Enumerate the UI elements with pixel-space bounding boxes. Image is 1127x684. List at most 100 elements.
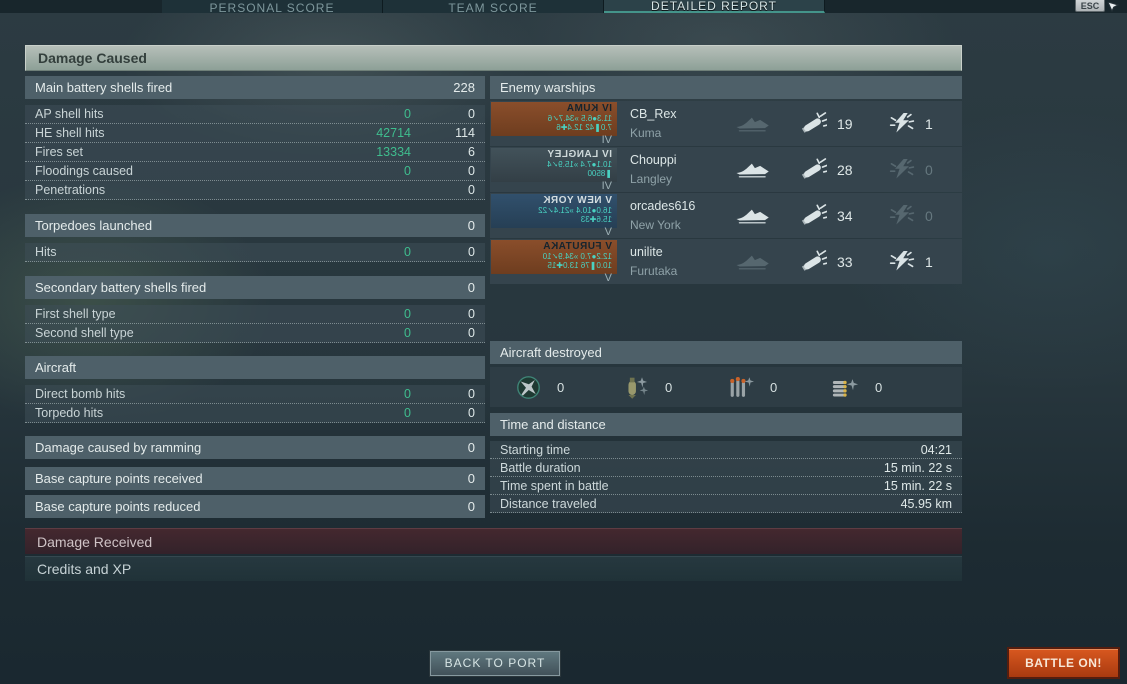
stat-header-ramming: Damage caused by ramming 0	[25, 436, 485, 459]
ship-name: Kuma	[630, 126, 662, 140]
fires-icon	[889, 204, 915, 227]
section-title: Damage Caused	[38, 50, 147, 66]
ship-name: New York	[630, 218, 681, 232]
enemy-ship-row-new-york[interactable]: V NEW YORK 16.0●10.4 »21.4✓22 15.6✚33 V …	[490, 193, 962, 238]
player-name: Chouppi	[630, 153, 677, 167]
damage-caused-stats: Main battery shells fired 228 AP shell h…	[25, 76, 485, 518]
fighters-destroyed-count: 0	[557, 379, 565, 395]
stat-row: Direct bomb hits 0 0	[25, 385, 485, 404]
fires-count: 1	[925, 115, 933, 132]
ship-sunk-icon	[735, 115, 771, 133]
stat-header-torpedoes: Torpedoes launched 0	[25, 214, 485, 237]
time-row-starting-time: Starting time 04:21	[490, 441, 962, 459]
time-row-distance-traveled: Distance traveled 45.95 km	[490, 495, 962, 513]
enemy-ship-row-kuma[interactable]: IV KUMA 11.3●6.5 »34.7✓6 7.0❚42 12.4✚6 I…	[490, 101, 962, 146]
aircraft-rows: Direct bomb hits 0 0 Torpedo hits 0 0	[25, 385, 485, 423]
ship-sunk-icon	[735, 207, 771, 225]
ship-name: Furutaka	[630, 264, 678, 278]
aircraft-destroyed-torpedo-bombers: 0	[726, 375, 831, 400]
enemy-ship-row-langley[interactable]: IV LANGLEY 10.1●7.4 »15.9✓4 ❚8500 IV Cho…	[490, 147, 962, 192]
stat-row: Second shell type 0 0	[25, 324, 485, 343]
tab-team-score[interactable]: TEAM SCORE	[383, 0, 604, 13]
time-distance-header: Time and distance	[490, 413, 962, 436]
tab-bar: PERSONAL SCORE TEAM SCORE DETAILED REPOR…	[162, 0, 825, 13]
shell-hits-icon	[801, 158, 827, 181]
tab-personal-score[interactable]: PERSONAL SCORE	[162, 0, 383, 13]
fires-icon	[889, 250, 915, 273]
fires-count: 0	[925, 207, 933, 224]
ship-card: IV KUMA 11.3●6.5 »34.7✓6 7.0❚42 12.4✚6 I…	[490, 101, 618, 146]
aircraft-destroyed-attack-aircraft: 0	[831, 375, 936, 400]
enemy-ship-row-furutaka[interactable]: V FURUTAKA 12.2●7.0 »34.9✓10 10.0❚76 13.…	[490, 239, 962, 284]
attack-aircraft-destroyed-count: 0	[875, 379, 883, 395]
main-battery-rows: AP shell hits 0 0 HE shell hits 42714 114 Fi…	[25, 105, 485, 200]
ship-card-image: V NEW YORK 16.0●10.4 »21.4✓22 15.6✚33	[491, 194, 617, 228]
ship-sunk-icon	[735, 161, 771, 179]
stat-row: HE shell hits 42714 114	[25, 124, 485, 143]
stat-header-secondary-battery: Secondary battery shells fired 0	[25, 276, 485, 299]
ship-card: V FURUTAKA 12.2●7.0 »34.9✓10 10.0❚76 13.…	[490, 239, 618, 284]
stat-header-aircraft: Aircraft	[25, 356, 485, 379]
ship-tier: IV	[601, 134, 612, 146]
mouse-cursor-icon	[1107, 2, 1119, 14]
shell-hits-count: 19	[837, 115, 853, 132]
ship-card-image: IV KUMA 11.3●6.5 »34.7✓6 7.0❚42 12.4✚6	[491, 102, 617, 136]
time-row-time-in-battle: Time spent in battle 15 min. 22 s	[490, 477, 962, 495]
stat-row: Fires set 13334 6	[25, 143, 485, 162]
shell-hits-count: 28	[837, 161, 853, 178]
ship-tier: IV	[601, 180, 612, 192]
fires-count: 1	[925, 253, 933, 270]
torpedo-bomber-icon	[726, 375, 754, 400]
aircraft-destroyed-row: 0 0 0 0	[490, 367, 962, 407]
attack-aircraft-icon	[831, 375, 859, 400]
dive-bomber-icon	[621, 375, 649, 400]
secondary-battery-rows: First shell type 0 0 Second shell type 0 0	[25, 305, 485, 343]
tab-detailed-report[interactable]: DETAILED REPORT	[604, 0, 825, 13]
ship-sunk-icon	[735, 253, 771, 271]
section-damage-caused[interactable]: Damage Caused	[25, 45, 962, 71]
stat-row: Floodings caused 0 0	[25, 162, 485, 181]
ship-tier: V	[604, 272, 612, 284]
player-name: CB_Rex	[630, 107, 677, 121]
shell-hits-icon	[801, 112, 827, 135]
ship-card: V NEW YORK 16.0●10.4 »21.4✓22 15.6✚33 V	[490, 193, 618, 238]
battle-on-button[interactable]: BATTLE ON!	[1007, 647, 1120, 679]
ship-name: Langley	[630, 172, 673, 186]
stat-header-capture-received: Base capture points received 0	[25, 467, 485, 490]
stat-row: Penetrations 0	[25, 181, 485, 200]
player-name: unilite	[630, 245, 663, 259]
shell-hits-icon	[801, 250, 827, 273]
enemy-warships-panel: Enemy warships IV KUMA 11.3●6.5 »34.7✓6 …	[490, 76, 962, 513]
torpedoes-rows: Hits 0 0	[25, 243, 485, 262]
shell-hits-icon	[801, 204, 827, 227]
aircraft-destroyed-dive-bombers: 0	[621, 375, 726, 400]
fighter-icon	[516, 375, 541, 400]
ship-tier: V	[604, 226, 612, 238]
time-row-battle-duration: Battle duration 15 min. 22 s	[490, 459, 962, 477]
aircraft-destroyed-fighters: 0	[516, 375, 621, 400]
back-to-port-button[interactable]: BACK TO PORT	[429, 650, 561, 677]
aircraft-destroyed-header: Aircraft destroyed	[490, 341, 962, 364]
esc-key[interactable]: ESC	[1075, 0, 1105, 12]
stat-row: First shell type 0 0	[25, 305, 485, 324]
stat-header-main-battery: Main battery shells fired 228	[25, 76, 485, 99]
stat-header-capture-reduced: Base capture points reduced 0	[25, 495, 485, 518]
stat-row: Torpedo hits 0 0	[25, 404, 485, 423]
fires-icon	[889, 112, 915, 135]
dive-bombers-destroyed-count: 0	[665, 379, 673, 395]
section-damage-received[interactable]: Damage Received	[25, 528, 962, 554]
ship-card-image: V FURUTAKA 12.2●7.0 »34.9✓10 10.0❚76 13.…	[491, 240, 617, 274]
enemy-ship-list: IV KUMA 11.3●6.5 »34.7✓6 7.0❚42 12.4✚6 I…	[490, 101, 962, 284]
shell-hits-count: 33	[837, 253, 853, 270]
player-name: orcades616	[630, 199, 696, 213]
stat-row: Hits 0 0	[25, 243, 485, 262]
enemy-warships-header: Enemy warships	[490, 76, 962, 99]
stat-row: AP shell hits 0 0	[25, 105, 485, 124]
section-credits-and-xp[interactable]: Credits and XP	[25, 556, 962, 581]
fires-count: 0	[925, 161, 933, 178]
shell-hits-count: 34	[837, 207, 853, 224]
ship-card-image: IV LANGLEY 10.1●7.4 »15.9✓4 ❚8500	[491, 148, 617, 182]
ship-card: IV LANGLEY 10.1●7.4 »15.9✓4 ❚8500 IV	[490, 147, 618, 192]
torpedo-bombers-destroyed-count: 0	[770, 379, 778, 395]
